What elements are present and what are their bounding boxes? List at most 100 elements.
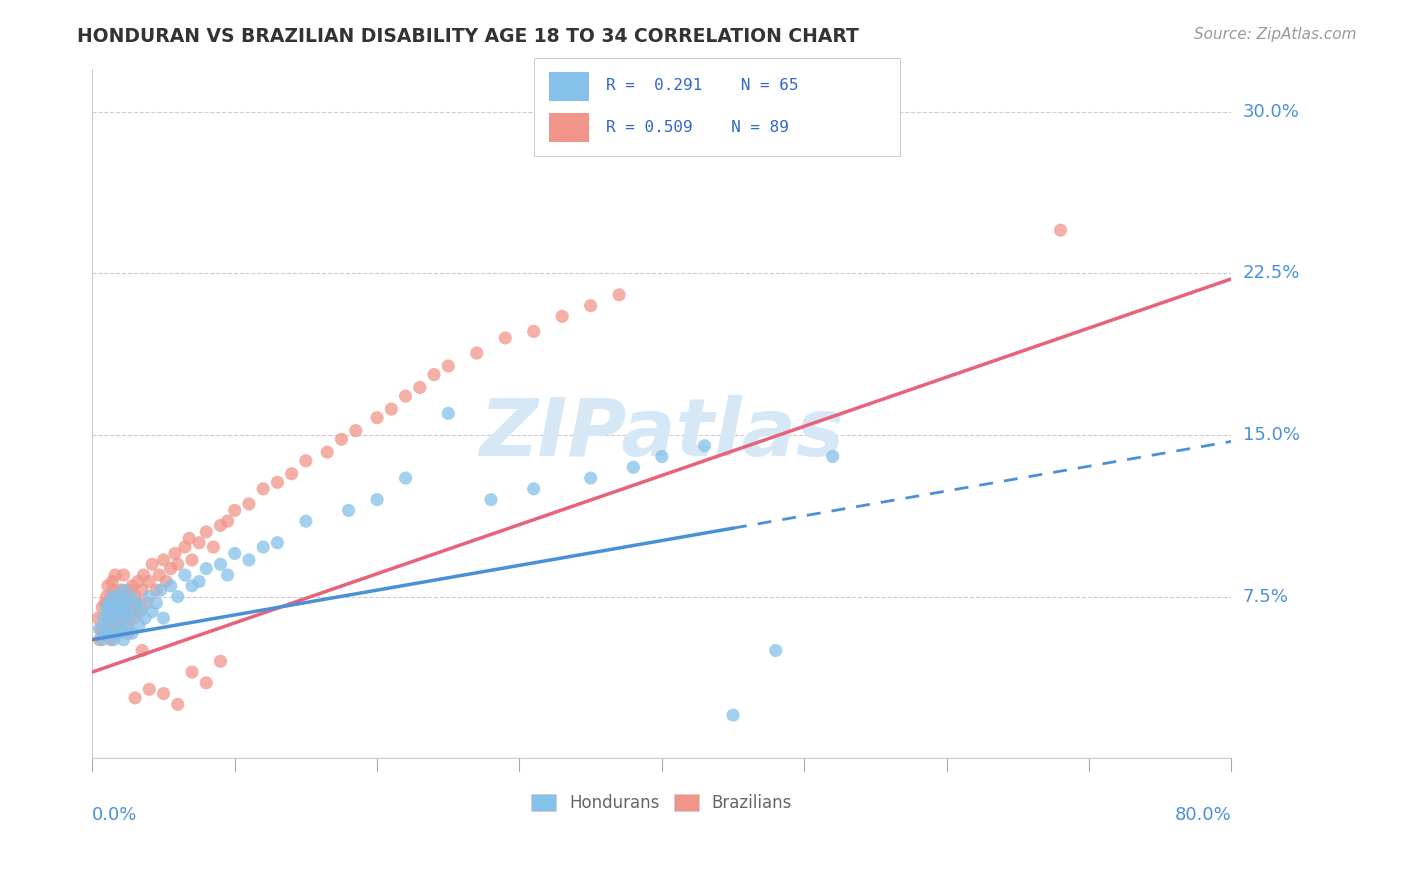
Point — [115, 596, 138, 610]
Point — [152, 611, 174, 625]
Point — [87, 611, 110, 625]
Point — [316, 445, 339, 459]
Point — [118, 583, 141, 598]
Point — [394, 471, 416, 485]
Point — [96, 600, 118, 615]
Point — [224, 503, 246, 517]
Point — [166, 558, 188, 572]
Point — [344, 424, 367, 438]
Point — [693, 439, 716, 453]
Point — [149, 583, 172, 598]
Point — [121, 579, 143, 593]
Point — [173, 568, 195, 582]
Point — [238, 553, 260, 567]
Point — [423, 368, 446, 382]
Point — [238, 497, 260, 511]
Point — [1049, 223, 1071, 237]
Point — [579, 299, 602, 313]
Point — [110, 596, 132, 610]
Text: 80.0%: 80.0% — [1174, 805, 1232, 823]
Point — [159, 579, 181, 593]
Point — [93, 611, 115, 625]
Point — [181, 579, 204, 593]
Text: Source: ZipAtlas.com: Source: ZipAtlas.com — [1194, 27, 1357, 42]
Point — [266, 535, 288, 549]
Point — [295, 514, 318, 528]
Point — [110, 583, 132, 598]
Text: HONDURAN VS BRAZILIAN DISABILITY AGE 18 TO 34 CORRELATION CHART: HONDURAN VS BRAZILIAN DISABILITY AGE 18 … — [77, 27, 859, 45]
Point — [117, 617, 139, 632]
Point — [100, 611, 122, 625]
Point — [152, 687, 174, 701]
Point — [188, 574, 211, 589]
Point — [173, 540, 195, 554]
Point — [252, 540, 274, 554]
Point — [112, 568, 135, 582]
Point — [108, 611, 131, 625]
Point — [100, 632, 122, 647]
Point — [479, 492, 502, 507]
Point — [101, 611, 124, 625]
Point — [523, 482, 546, 496]
Point — [97, 579, 120, 593]
Point — [111, 605, 134, 619]
Point — [131, 600, 153, 615]
Point — [105, 590, 128, 604]
Point — [110, 622, 132, 636]
Point — [117, 626, 139, 640]
Point — [98, 626, 121, 640]
Point — [124, 605, 146, 619]
Point — [209, 518, 232, 533]
Point — [551, 310, 574, 324]
Point — [437, 359, 460, 373]
Text: 22.5%: 22.5% — [1243, 264, 1301, 282]
Point — [103, 626, 125, 640]
Point — [252, 482, 274, 496]
Point — [101, 590, 124, 604]
Point — [127, 574, 149, 589]
Point — [112, 590, 135, 604]
Point — [366, 492, 388, 507]
Point — [141, 605, 163, 619]
Point — [115, 596, 138, 610]
Point — [104, 568, 127, 582]
Point — [101, 574, 124, 589]
Point — [138, 682, 160, 697]
Point — [266, 475, 288, 490]
Point — [135, 596, 157, 610]
Point — [579, 471, 602, 485]
Point — [112, 632, 135, 647]
Point — [89, 622, 111, 636]
Point — [124, 590, 146, 604]
Point — [98, 596, 121, 610]
Point — [120, 600, 142, 615]
Point — [120, 590, 142, 604]
Point — [134, 611, 156, 625]
Point — [607, 288, 630, 302]
Text: 15.0%: 15.0% — [1243, 426, 1299, 444]
Point — [409, 380, 432, 394]
Point — [217, 568, 239, 582]
Point — [465, 346, 488, 360]
Point — [621, 460, 644, 475]
Point — [111, 611, 134, 625]
Point — [131, 583, 153, 598]
Point — [97, 611, 120, 625]
Point — [105, 600, 128, 615]
Point — [93, 626, 115, 640]
Point — [100, 590, 122, 604]
Point — [523, 325, 546, 339]
Text: ZIPatlas: ZIPatlas — [479, 395, 845, 473]
Point — [224, 547, 246, 561]
Point — [651, 450, 673, 464]
Point — [337, 503, 360, 517]
Legend: Hondurans, Brazilians: Hondurans, Brazilians — [524, 788, 799, 819]
Point — [94, 626, 117, 640]
Point — [141, 558, 163, 572]
Point — [104, 617, 127, 632]
Point — [494, 331, 516, 345]
Point — [159, 561, 181, 575]
Point — [721, 708, 744, 723]
Point — [145, 596, 167, 610]
Point — [217, 514, 239, 528]
